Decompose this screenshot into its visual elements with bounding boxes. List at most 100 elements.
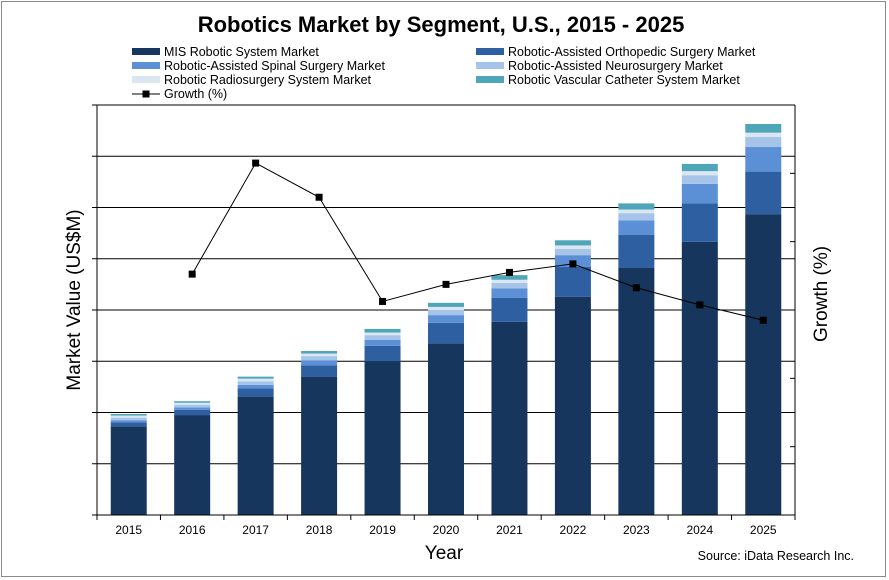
bar-segment-5-2021: [491, 279, 528, 283]
legend-swatch-4: [476, 62, 504, 69]
bar-segment-1-2016: [174, 415, 211, 515]
bar-segment-6-2018: [301, 351, 338, 354]
growth-marker: [569, 260, 577, 268]
bar-segment-3-2021: [491, 288, 528, 298]
legend-growth-marker: [142, 90, 150, 98]
bar-segment-1-2023: [618, 267, 655, 515]
bar-segment-3-2019: [364, 339, 401, 346]
legend-swatch-3: [132, 62, 160, 69]
growth-marker: [759, 316, 767, 324]
bar-segment-1-2024: [681, 241, 718, 515]
bar-series-group: [110, 123, 782, 515]
legend-swatch-5: [132, 76, 160, 83]
legend-swatch-2: [476, 48, 504, 55]
growth-marker: [379, 297, 387, 305]
growth-marker: [188, 270, 196, 278]
x-tick-label: 2023: [623, 523, 650, 537]
bar-segment-6-2022: [554, 240, 591, 246]
legend-label-growth: Growth (%): [164, 87, 227, 101]
bar-segment-4-2019: [364, 335, 401, 340]
bar-segment-4-2022: [554, 249, 591, 256]
bar-segment-2-2019: [364, 345, 401, 362]
bar-segment-5-2022: [554, 245, 591, 250]
bar-segment-4-2018: [301, 356, 338, 361]
bar-segment-2-2017: [237, 388, 274, 397]
bar-segment-5-2018: [301, 353, 338, 357]
bar-segment-1-2020: [428, 343, 464, 515]
bar-segment-1-2022: [554, 296, 591, 515]
x-tick-label: 2017: [242, 523, 269, 537]
bar-segment-3-2018: [301, 360, 338, 366]
bar-segment-3-2016: [174, 407, 211, 410]
bar-segment-4-2015: [110, 417, 147, 421]
bar-segment-4-2016: [174, 404, 211, 408]
bar-segment-3-2023: [618, 220, 655, 235]
bar-segment-2-2025: [745, 171, 782, 215]
bar-segment-4-2020: [428, 310, 464, 316]
source-note: Source: iData Research Inc.: [698, 549, 854, 563]
bar-segment-5-2024: [681, 171, 718, 176]
gridlines: [97, 104, 795, 465]
growth-line-group: [188, 159, 767, 324]
legend-swatch-1: [132, 48, 160, 55]
x-tick-label: 2019: [369, 523, 396, 537]
growth-line: [191, 162, 764, 321]
bar-segment-6-2020: [428, 302, 464, 307]
bar-segment-2-2018: [301, 365, 338, 377]
bar-segment-6-2016: [174, 401, 211, 403]
bar-segment-2-2016: [174, 409, 211, 416]
growth-marker: [632, 284, 640, 292]
bar-segment-5-2025: [745, 132, 782, 137]
x-tick-labels: 2015 2016 2017 2018 2019 2020 2021 2022 2023 2024…: [115, 523, 777, 537]
bar-segment-1-2015: [110, 426, 147, 515]
bar-segment-3-2017: [237, 384, 274, 389]
bar-segment-4-2021: [491, 282, 528, 289]
x-tick-label: 2018: [306, 523, 333, 537]
x-tick-label: 2025: [750, 523, 777, 537]
growth-marker: [696, 301, 704, 309]
growth-marker: [442, 280, 450, 288]
bar-segment-2-2015: [110, 422, 147, 427]
bar-segment-3-2015: [110, 420, 147, 423]
chart-legend: MIS Robotic System Market Robotic-Assiste…: [132, 45, 756, 101]
growth-marker: [505, 268, 513, 276]
bar-segment-6-2023: [618, 203, 655, 210]
bar-segment-3-2024: [681, 183, 718, 204]
legend-label-2: Robotic-Assisted Orthopedic Surgery Mark…: [508, 45, 756, 59]
bar-segment-1-2018: [301, 376, 338, 515]
bar-segment-2-2022: [554, 266, 591, 297]
bar-segment-1-2021: [491, 321, 528, 515]
bar-segment-4-2025: [745, 136, 782, 148]
y2-axis-title: Growth (%): [811, 246, 832, 342]
x-tick-label: 2022: [560, 523, 587, 537]
bar-segment-1-2019: [364, 361, 401, 515]
bar-segment-6-2017: [237, 376, 274, 379]
legend-label-1: MIS Robotic System Market: [164, 45, 319, 59]
bar-segment-4-2024: [681, 175, 718, 184]
growth-marker: [252, 159, 260, 167]
legend-label-5: Robotic Radiosurgery System Market: [164, 73, 372, 87]
growth-marker: [315, 193, 323, 201]
bar-segment-3-2025: [745, 147, 782, 172]
chart-title: Robotics Market by Segment, U.S., 2015 -…: [198, 12, 685, 37]
x-tick-label: 2021: [496, 523, 523, 537]
axes: [92, 104, 796, 520]
bar-segment-6-2015: [110, 414, 147, 416]
x-tick-label: 2015: [115, 523, 142, 537]
bar-segment-5-2019: [364, 332, 401, 336]
legend-swatch-6: [476, 76, 504, 83]
bar-segment-1-2017: [237, 396, 274, 515]
bar-segment-2-2023: [618, 234, 655, 268]
bar-segment-6-2024: [681, 163, 718, 172]
bar-segment-6-2025: [745, 123, 782, 133]
legend-label-6: Robotic Vascular Catheter System Market: [508, 73, 740, 87]
bar-segment-2-2024: [681, 203, 718, 242]
x-tick-label: 2016: [179, 523, 206, 537]
bar-segment-2-2021: [491, 297, 528, 322]
legend-label-4: Robotic-Assisted Neurosurgery Market: [508, 59, 723, 73]
y-axis-title: Market Value (US$M): [64, 209, 85, 390]
bar-segment-2-2020: [428, 322, 464, 344]
bar-segment-3-2020: [428, 315, 464, 323]
x-tick-label: 2024: [686, 523, 713, 537]
